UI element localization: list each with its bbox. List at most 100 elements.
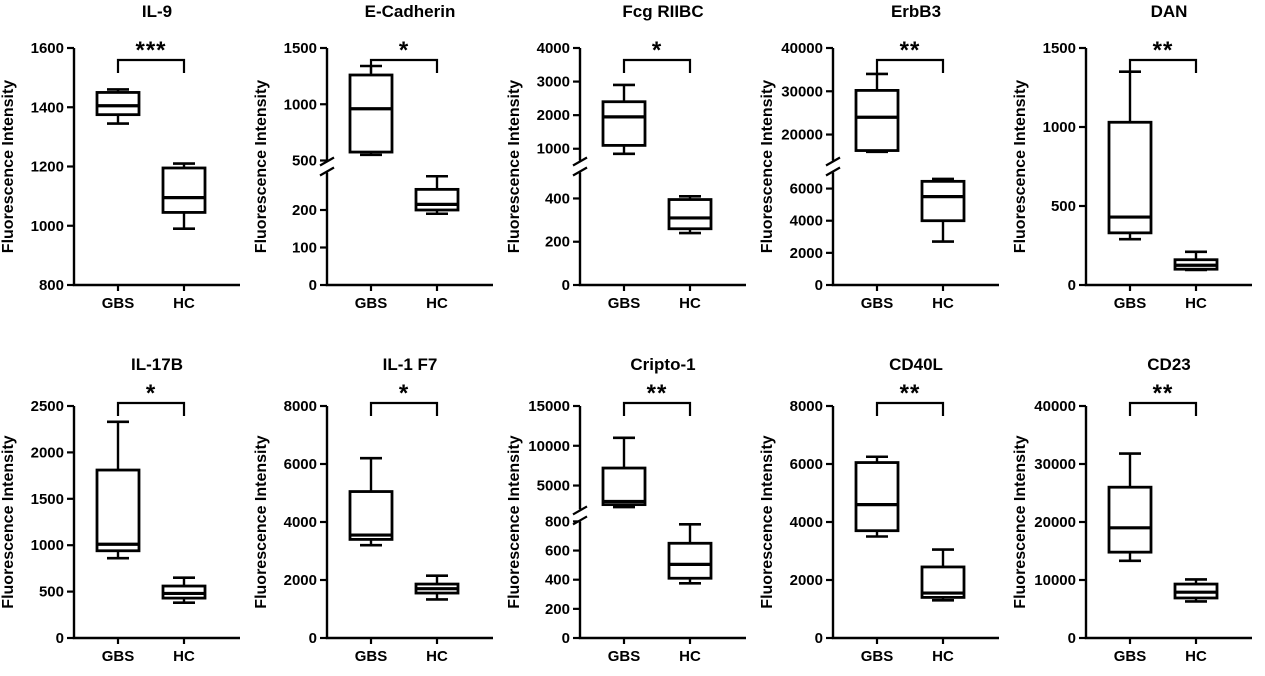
significance-stars: ** bbox=[1153, 380, 1174, 407]
y-axis-label: Fluorescence Intensity bbox=[0, 435, 17, 608]
panel-title: Cripto-1 bbox=[630, 355, 695, 374]
y-tick-label: 100 bbox=[292, 240, 317, 257]
significance-bracket bbox=[1128, 58, 1198, 73]
y-tick-label: 30000 bbox=[781, 83, 823, 100]
axis-break-mark bbox=[319, 166, 335, 177]
y-axis-label: Fluorescence Intensity bbox=[253, 435, 270, 608]
panel-title: DAN bbox=[1151, 2, 1188, 21]
x-category-label: GBS bbox=[861, 648, 894, 665]
significance-bracket bbox=[369, 401, 439, 416]
y-tick-label: 1500 bbox=[1043, 40, 1076, 57]
y-tick-label: 10000 bbox=[1034, 572, 1076, 589]
x-category-label: HC bbox=[679, 295, 701, 312]
y-tick-label: 1400 bbox=[31, 99, 64, 116]
y-tick-label: 2000 bbox=[790, 245, 823, 262]
box-hc bbox=[414, 187, 460, 212]
x-category-label: HC bbox=[173, 648, 195, 665]
y-tick-label: 0 bbox=[56, 630, 64, 647]
y-tick-label: 800 bbox=[545, 513, 570, 530]
panel-cripto-1: Cripto-1 Fluorescence Intensity 0 200 400 600… bbox=[506, 355, 746, 665]
box-hc bbox=[161, 166, 207, 214]
box-hc bbox=[667, 198, 713, 231]
y-tick-label: 4000 bbox=[537, 40, 570, 57]
panel-title: IL-9 bbox=[142, 2, 172, 21]
box-gbs bbox=[1107, 485, 1153, 554]
y-tick-label: 40000 bbox=[1034, 398, 1076, 415]
significance-bracket bbox=[875, 58, 945, 73]
y-tick-label: 200 bbox=[292, 202, 317, 219]
y-tick-label: 4000 bbox=[284, 514, 317, 531]
x-category-label: HC bbox=[932, 295, 954, 312]
axis-break-mark bbox=[572, 166, 588, 177]
y-tick-label: 500 bbox=[292, 153, 317, 170]
y-tick-label: 3000 bbox=[537, 74, 570, 91]
panel-title: CD23 bbox=[1147, 355, 1190, 374]
y-tick-label: 20000 bbox=[1034, 514, 1076, 531]
y-tick-label: 600 bbox=[545, 543, 570, 560]
box-hc bbox=[920, 179, 966, 223]
panel-cd40l: CD40L Fluorescence Intensity 0 2000 4000 6000… bbox=[759, 355, 999, 665]
y-tick-label: 4000 bbox=[790, 514, 823, 531]
y-tick-label: 8000 bbox=[284, 398, 317, 415]
y-tick-label: 40000 bbox=[781, 40, 823, 57]
box-hc bbox=[667, 541, 713, 580]
y-tick-label: 0 bbox=[815, 630, 823, 647]
significance-stars: * bbox=[146, 380, 156, 407]
box-gbs bbox=[854, 89, 900, 152]
y-tick-label: 6000 bbox=[284, 456, 317, 473]
y-tick-label: 800 bbox=[39, 277, 64, 294]
y-tick-label: 2000 bbox=[790, 572, 823, 589]
y-tick-label: 0 bbox=[1068, 277, 1076, 294]
x-category-label: GBS bbox=[102, 295, 135, 312]
box-gbs bbox=[1107, 120, 1153, 235]
box-gbs bbox=[601, 466, 647, 507]
panel-dan: DAN Fluorescence Intensity 0 500 1000 1500 GBS… bbox=[1012, 2, 1252, 312]
y-tick-label: 1600 bbox=[31, 40, 64, 57]
y-tick-label: 1000 bbox=[284, 96, 317, 113]
axis-break-mark bbox=[572, 515, 588, 526]
significance-bracket bbox=[116, 401, 186, 416]
y-tick-label: 1000 bbox=[1043, 119, 1076, 136]
box-gbs bbox=[601, 100, 647, 147]
panel-title: Fcg RIIBC bbox=[622, 2, 703, 21]
x-category-label: GBS bbox=[608, 295, 641, 312]
y-tick-label: 2000 bbox=[537, 107, 570, 124]
panel-title: ErbB3 bbox=[891, 2, 941, 21]
y-tick-label: 10000 bbox=[528, 438, 570, 455]
y-tick-label: 0 bbox=[1068, 630, 1076, 647]
box-gbs bbox=[348, 73, 394, 154]
y-axis-label: Fluorescence Intensity bbox=[253, 80, 270, 253]
significance-bracket bbox=[875, 401, 945, 416]
y-tick-label: 1000 bbox=[537, 141, 570, 158]
x-category-label: HC bbox=[1185, 648, 1207, 665]
y-tick-label: 500 bbox=[39, 584, 64, 601]
axis-break-mark bbox=[572, 505, 588, 516]
y-axis-label: Fluorescence Intensity bbox=[759, 435, 776, 608]
y-tick-label: 5000 bbox=[537, 478, 570, 495]
x-category-label: HC bbox=[1185, 295, 1207, 312]
y-tick-label: 6000 bbox=[790, 456, 823, 473]
panel-il-17b: IL-17B Fluorescence Intensity 0 500 1000 1500… bbox=[0, 355, 240, 665]
box-gbs bbox=[348, 490, 394, 541]
x-category-label: HC bbox=[426, 648, 448, 665]
y-tick-label: 400 bbox=[545, 190, 570, 207]
significance-bracket bbox=[622, 401, 692, 416]
panel-e-cadherin: E-Cadherin Fluorescence Intensity 0 100 200 5… bbox=[253, 2, 493, 312]
x-category-label: GBS bbox=[355, 295, 388, 312]
box-gbs bbox=[95, 468, 141, 553]
y-tick-label: 4000 bbox=[790, 213, 823, 230]
y-tick-label: 0 bbox=[562, 277, 570, 294]
panel-il-1-f7: IL-1 F7 Fluorescence Intensity 0 2000 4000 60… bbox=[253, 355, 493, 665]
y-axis-label: Fluorescence Intensity bbox=[1012, 80, 1029, 253]
box-gbs bbox=[854, 461, 900, 533]
x-category-label: GBS bbox=[861, 295, 894, 312]
x-category-label: GBS bbox=[608, 648, 641, 665]
box-gbs bbox=[95, 91, 141, 117]
y-axis-label: Fluorescence Intensity bbox=[1012, 435, 1029, 608]
x-category-label: GBS bbox=[1114, 295, 1147, 312]
axis-break-mark bbox=[825, 156, 841, 167]
y-tick-label: 200 bbox=[545, 601, 570, 618]
x-category-label: HC bbox=[932, 648, 954, 665]
x-category-label: GBS bbox=[1114, 648, 1147, 665]
